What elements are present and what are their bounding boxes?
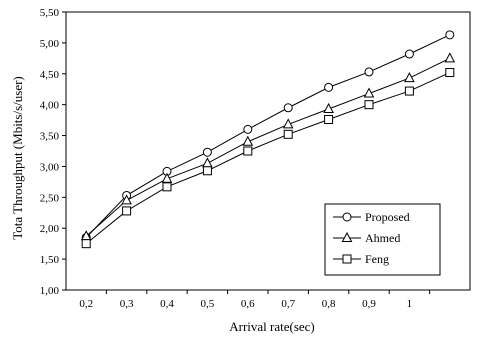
y-tick-label: 1,50 [40, 254, 60, 266]
data-point-feng [283, 129, 293, 139]
x-tick-label: 0,3 [120, 298, 134, 310]
legend: Proposed Ahmed Feng [324, 203, 441, 276]
data-point-ahmed [404, 72, 415, 83]
data-point-ahmed [444, 52, 456, 63]
data-point-feng [202, 166, 212, 176]
data-point-feng [162, 182, 172, 192]
y-tick-label: 5,50 [40, 7, 60, 19]
legend-label-ahmed: Ahmed [365, 231, 400, 245]
data-point-proposed [404, 49, 414, 59]
data-point-feng [404, 86, 414, 96]
y-tick-label: 2,50 [40, 192, 60, 204]
x-tick-label: 0,6 [241, 298, 255, 310]
data-point-ahmed [282, 118, 294, 129]
data-point-ahmed [323, 102, 334, 113]
series-layer [80, 30, 456, 249]
x-tick-label: 0,4 [160, 298, 174, 310]
data-point-proposed [243, 124, 253, 134]
x-axis-title: Arrival rate(sec) [229, 319, 315, 334]
data-point-ahmed [161, 172, 173, 183]
series-line-proposed [85, 34, 451, 238]
data-point-feng [122, 206, 132, 216]
x-tick-label: 0,8 [322, 298, 336, 310]
data-point-ahmed [242, 135, 254, 146]
data-point-proposed [202, 147, 212, 157]
y-tick-label: 3,00 [40, 161, 60, 173]
data-point-feng [445, 68, 455, 78]
data-point-feng [81, 239, 91, 249]
data-point-feng [364, 100, 374, 110]
y-tick-label: 1,00 [40, 285, 60, 297]
x-axis: 0,2 0,3 0,4 0,5 0,6 0,7 0,8 0,9 1 [79, 290, 431, 310]
legend-item-feng: Feng [333, 252, 389, 266]
x-tick-label: 1 [407, 298, 413, 310]
data-point-proposed [445, 30, 455, 40]
y-tick-label: 4,00 [40, 100, 60, 112]
data-point-proposed [324, 82, 334, 92]
data-point-feng [324, 114, 334, 124]
y-tick-label: 5,00 [40, 38, 60, 50]
x-tick-label: 0,5 [201, 298, 215, 310]
y-axis-title: Tota Throughput (Mbits/s/user) [10, 76, 25, 240]
data-point-ahmed [121, 194, 132, 205]
data-point-proposed [364, 67, 374, 77]
series-line-ahmed [85, 57, 451, 237]
legend-marker-feng [342, 254, 352, 264]
data-point-ahmed [202, 157, 213, 168]
x-tick-label: 0,2 [79, 298, 93, 310]
series-ahmed [80, 52, 456, 241]
legend-item-ahmed: Ahmed [333, 231, 400, 245]
y-tick-label: 3,50 [40, 131, 60, 143]
data-point-proposed [283, 103, 293, 113]
x-tick-label: 0,9 [362, 298, 376, 310]
series-line-feng [85, 72, 451, 245]
legend-marker-ahmed [341, 231, 353, 242]
legend-label-proposed: Proposed [365, 210, 410, 224]
data-point-ahmed [363, 87, 375, 98]
y-tick-label: 4,50 [40, 69, 60, 81]
x-tick-label: 0,7 [281, 298, 295, 310]
legend-marker-proposed [342, 212, 352, 222]
legend-label-feng: Feng [365, 252, 389, 266]
series-feng [81, 68, 455, 249]
data-point-feng [243, 146, 253, 156]
legend-item-proposed: Proposed [333, 210, 410, 224]
y-axis: 1,00 1,50 2,00 2,50 3,00 3,50 4,00 4,50 5,00 5,50 [40, 7, 66, 297]
y-tick-label: 2,00 [40, 223, 60, 235]
